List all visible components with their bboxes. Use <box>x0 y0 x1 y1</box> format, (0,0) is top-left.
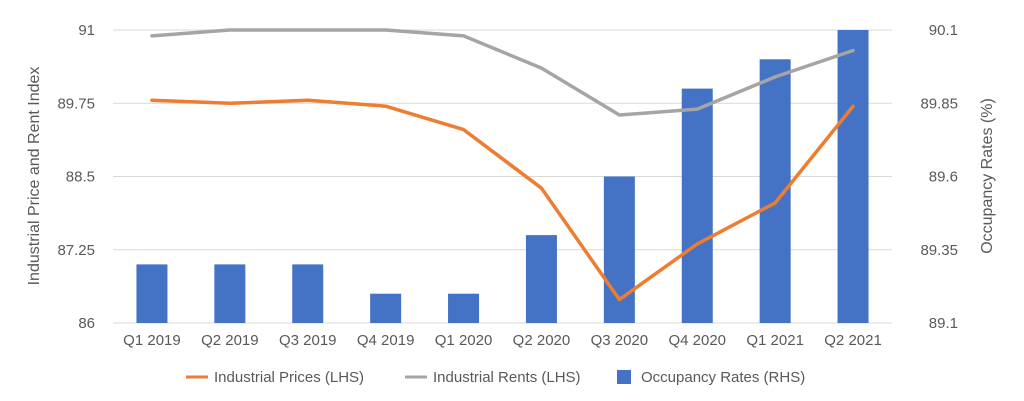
left-axis-title: Industrial Price and Rent Index <box>26 67 43 286</box>
x-axis-ticks: Q1 2019 Q2 2019 Q3 2019 Q4 2019 Q1 2020 Q2 20… <box>123 332 882 349</box>
occupancy-bar <box>292 264 324 323</box>
legend-label: Occupancy Rates (RHS) <box>641 369 805 386</box>
industrial-rents-line <box>150 28 855 117</box>
left-tick-label: 88.5 <box>66 169 95 186</box>
right-tick-label: 89.1 <box>929 315 958 332</box>
occupancy-bars <box>136 30 869 324</box>
x-tick-label: Q2 2021 <box>824 332 882 349</box>
occupancy-bar <box>837 30 869 323</box>
x-tick-label: Q3 2020 <box>591 332 649 349</box>
legend-label: Industrial Rents (LHS) <box>433 369 581 386</box>
right-tick-label: 89.6 <box>929 169 958 186</box>
occupancy-bar <box>370 293 402 323</box>
x-tick-label: Q1 2021 <box>746 332 804 349</box>
x-tick-label: Q2 2020 <box>513 332 571 349</box>
right-axis-ticks: 90.1 89.85 89.6 89.35 89.1 <box>920 22 958 332</box>
left-tick-label: 91 <box>78 22 95 39</box>
x-tick-label: Q1 2019 <box>123 332 181 349</box>
occupancy-bar <box>448 293 480 323</box>
right-tick-label: 89.85 <box>920 95 958 112</box>
industrial-prices-line <box>150 98 855 302</box>
occupancy-bar <box>525 235 557 323</box>
x-tick-label: Q1 2020 <box>435 332 493 349</box>
right-axis-title: Occupancy Rates (%) <box>979 98 996 254</box>
occupancy-bar <box>136 264 168 323</box>
x-tick-label: Q4 2019 <box>357 332 415 349</box>
legend: Industrial Prices (LHS) Industrial Rents … <box>186 369 805 386</box>
left-tick-label: 87.25 <box>57 242 95 259</box>
occupancy-bar <box>681 88 713 323</box>
legend-label: Industrial Prices (LHS) <box>214 369 364 386</box>
x-tick-label: Q4 2020 <box>668 332 726 349</box>
x-tick-label: Q2 2019 <box>201 332 259 349</box>
legend-bar-swatch <box>617 370 631 384</box>
occupancy-bar <box>214 264 246 323</box>
right-tick-label: 89.35 <box>920 242 958 259</box>
right-tick-label: 90.1 <box>929 22 958 39</box>
left-tick-label: 86 <box>78 315 95 332</box>
series-lines <box>150 28 855 302</box>
left-tick-label: 89.75 <box>57 95 95 112</box>
x-tick-label: Q3 2019 <box>279 332 337 349</box>
left-axis-ticks: 91 89.75 88.5 87.25 86 <box>57 22 95 332</box>
